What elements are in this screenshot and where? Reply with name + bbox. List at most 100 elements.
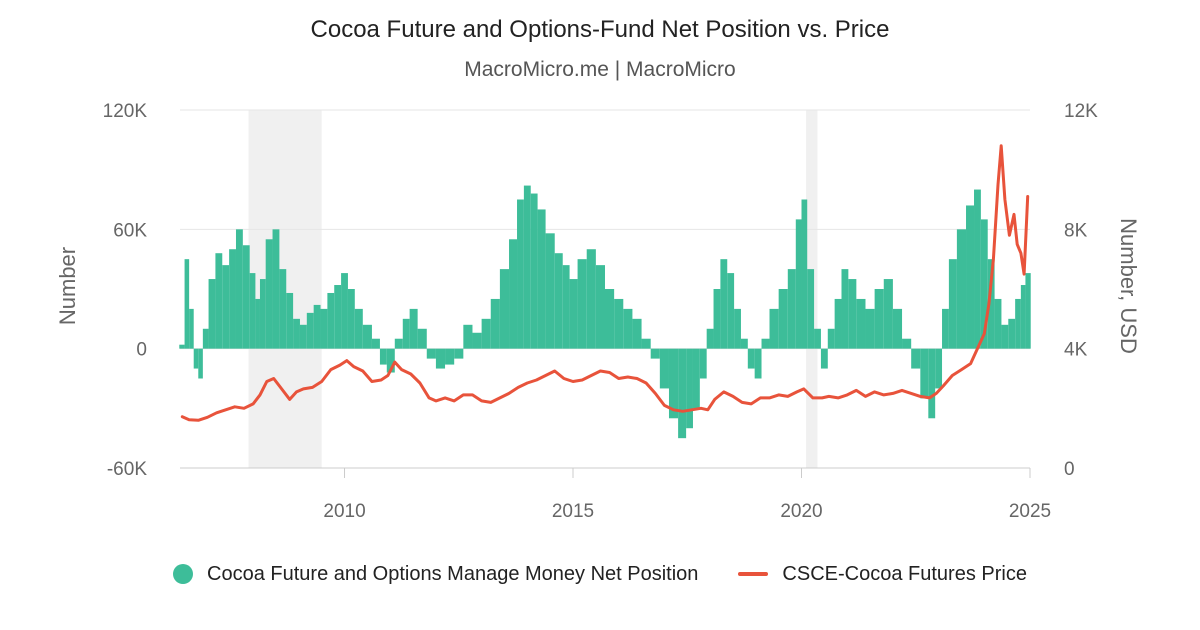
bar-net-position — [179, 344, 185, 349]
bar-net-position — [911, 348, 921, 369]
bar-net-position — [255, 298, 260, 349]
bar-net-position — [686, 348, 693, 429]
bar-net-position — [202, 328, 209, 349]
bar-net-position — [229, 249, 236, 349]
bar-net-position — [306, 312, 314, 349]
bar-net-position — [761, 338, 770, 349]
bar-net-position — [490, 298, 500, 349]
bar-net-position — [586, 249, 596, 349]
bar-net-position — [472, 332, 482, 349]
bar-net-position — [727, 273, 735, 349]
bar-net-position — [892, 308, 903, 349]
bar-net-position — [848, 279, 857, 349]
line-cocoa-price — [180, 144, 1030, 422]
bar-net-position — [327, 292, 335, 349]
bar-net-position — [994, 298, 1002, 349]
bar-net-position — [509, 239, 518, 349]
bar-net-position — [874, 289, 884, 349]
bar-net-position — [987, 259, 995, 349]
bar-net-position — [814, 328, 821, 349]
legend: Cocoa Future and Options Manage Money Ne… — [0, 558, 1200, 590]
bar-net-position — [1008, 318, 1016, 349]
bar-net-position — [286, 292, 294, 349]
bar-net-position — [1001, 324, 1009, 349]
bar-net-position — [265, 239, 273, 349]
bar-net-position — [379, 348, 387, 365]
bar-net-position — [942, 308, 949, 349]
bar-net-position — [935, 348, 943, 389]
bar-net-position — [320, 308, 328, 349]
bar-net-position — [641, 338, 651, 349]
bar-net-position — [623, 308, 633, 349]
bar-net-position — [481, 318, 491, 349]
bar-net-position — [299, 324, 307, 349]
bar-net-position — [249, 273, 256, 349]
bar-net-position — [659, 348, 669, 389]
bar-net-position — [668, 348, 679, 419]
legend-swatch-position — [173, 564, 194, 584]
chart-title: Cocoa Future and Options-Fund Net Positi… — [310, 16, 890, 43]
bar-net-position — [562, 265, 570, 349]
bar-net-position — [184, 259, 190, 349]
bar-net-position — [1020, 285, 1026, 349]
bar-net-position — [341, 273, 348, 349]
bar-net-position — [787, 269, 796, 349]
bar-net-position — [272, 229, 280, 349]
bar-net-position — [215, 253, 223, 349]
legend-swatch-price — [738, 572, 769, 576]
bar-net-position — [856, 298, 866, 349]
bar-net-position — [807, 269, 815, 349]
bar-net-position — [517, 199, 524, 349]
legend-item-position[interactable]: Cocoa Future and Options Manage Money Ne… — [173, 563, 698, 586]
bar-net-position — [713, 289, 721, 349]
bar-net-position — [463, 324, 473, 349]
y-right-tick-label: 8K — [1064, 220, 1088, 241]
x-tick-label: 2010 — [323, 501, 365, 522]
bar-net-position — [1015, 298, 1021, 349]
bar-net-position — [865, 308, 875, 349]
bar-net-position — [650, 348, 660, 359]
y-axis-left-title: Number — [55, 246, 80, 326]
bar-net-position — [974, 189, 981, 349]
legend-label-price: CSCE-Cocoa Futures Price — [782, 562, 1027, 585]
bar-net-position — [454, 348, 464, 359]
bar-net-position — [394, 338, 403, 349]
bar-net-position — [334, 285, 342, 349]
bar-net-position — [193, 348, 199, 369]
bar-net-position — [409, 308, 418, 349]
bar-net-position — [632, 318, 642, 349]
chart-subtitle: MacroMicro.me | MacroMicro — [464, 58, 736, 81]
bar-net-position — [445, 348, 455, 365]
bar-net-position — [569, 279, 578, 349]
bar-net-position — [699, 348, 707, 379]
bar-net-position — [259, 279, 266, 349]
bar-net-position — [734, 308, 741, 349]
legend-item-price[interactable]: CSCE-Cocoa Futures Price — [738, 563, 1027, 586]
bar-net-position — [577, 259, 587, 349]
bar-net-position — [189, 308, 194, 349]
bar-net-position — [208, 279, 216, 349]
bar-net-position — [313, 304, 321, 349]
y-left-tick-label: -60K — [107, 459, 147, 480]
y-right-tick-label: 0 — [1064, 459, 1075, 480]
bar-net-position — [795, 219, 802, 349]
bar-net-position — [1025, 273, 1031, 349]
bar-net-position — [242, 245, 250, 349]
bar-net-position — [371, 338, 380, 349]
bar-net-position — [769, 308, 779, 349]
bar-net-position — [801, 199, 808, 349]
bar-net-position — [523, 185, 531, 349]
bar-net-position — [435, 348, 446, 369]
y-right-tick-label: 4K — [1064, 340, 1088, 361]
bar-net-position — [347, 289, 355, 349]
bar-net-position — [354, 308, 363, 349]
bar-net-position — [966, 205, 975, 349]
bar-net-position — [834, 298, 842, 349]
x-tick-label: 2015 — [552, 501, 594, 522]
legend-label-position: Cocoa Future and Options Manage Money Ne… — [207, 562, 699, 585]
bar-net-position — [499, 269, 510, 349]
y-left-tick-label: 0 — [136, 340, 147, 361]
bar-net-position — [948, 259, 957, 349]
bar-net-position — [554, 253, 563, 349]
